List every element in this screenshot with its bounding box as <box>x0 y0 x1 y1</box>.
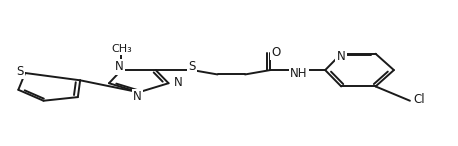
Text: O: O <box>271 46 280 59</box>
Text: S: S <box>189 60 196 73</box>
Text: S: S <box>16 65 23 78</box>
Text: N: N <box>133 90 142 103</box>
Text: Cl: Cl <box>413 93 425 106</box>
Text: N: N <box>337 50 346 64</box>
Text: CH₃: CH₃ <box>111 44 132 54</box>
Text: N: N <box>174 76 183 89</box>
Text: NH: NH <box>290 67 308 80</box>
Text: N: N <box>114 60 124 73</box>
